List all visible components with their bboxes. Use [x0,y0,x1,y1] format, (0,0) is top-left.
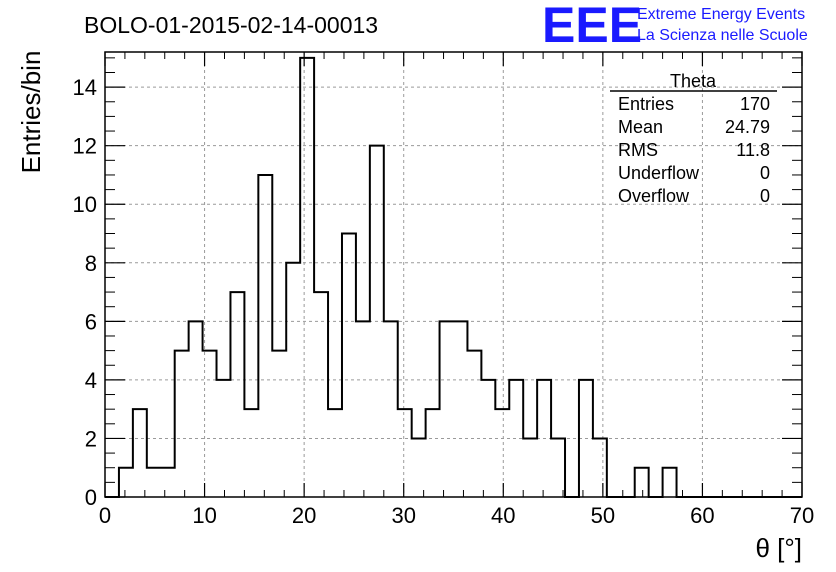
y-tick-label: 4 [85,368,97,393]
x-tick-label: 0 [99,503,111,528]
x-tick-label: 40 [491,503,515,528]
y-tick-label: 2 [85,426,97,451]
stats-row-value: 0 [760,163,770,183]
y-tick-label: 12 [73,134,97,159]
y-tick-label: 8 [85,251,97,276]
x-tick-label: 20 [292,503,316,528]
stats-row-value: 11.8 [736,140,770,160]
y-tick-label: 0 [85,485,97,510]
y-tick-label: 10 [73,192,97,217]
y-tick-label: 6 [85,309,97,334]
x-axis-title: θ [°] [755,533,802,563]
stats-row-value: 24.79 [725,117,770,137]
logo-mark: EEE [542,0,642,53]
grid-lines [105,52,802,497]
logo-line-2: La Scienza nelle Scuole [637,27,808,44]
x-tick-label: 60 [690,503,714,528]
stats-rows: Entries 170 Mean 24.79 RMS 11.8 Underflow 0 Over… [618,94,770,206]
x-tick-label: 50 [591,503,615,528]
stats-row-value: 0 [760,186,770,206]
axis-ticks [104,52,803,498]
logo-line-1: Extreme Energy Events [637,6,805,23]
x-tick-label: 70 [790,503,814,528]
stats-row-label: Entries [618,94,674,114]
chart-title: BOLO-01-2015-02-14-00013 [84,12,378,38]
stats-row-label: RMS [618,140,658,160]
x-tick-label: 30 [391,503,415,528]
stats-row-label: Mean [618,117,663,137]
x-tick-labels: 0 10 20 30 40 50 60 70 [99,503,814,528]
plot-frame [104,51,803,498]
histogram-outline [105,56,802,498]
stats-title: Theta [670,71,717,91]
stats-row-value: 170 [740,94,770,114]
y-tick-label: 14 [73,75,97,100]
x-tick-label: 10 [192,503,216,528]
eee-logo: EEE Extreme Energy Events La Scienza nel… [542,0,808,53]
y-tick-labels: 0 2 4 6 8 10 12 14 [73,75,97,510]
stats-row-label: Underflow [618,163,700,183]
stats-box: Theta Entries 170 Mean 24.79 RMS 11.8 Underflo… [610,71,777,206]
y-axis-title: Entries/bin [16,51,46,174]
stats-row-label: Overflow [618,186,690,206]
